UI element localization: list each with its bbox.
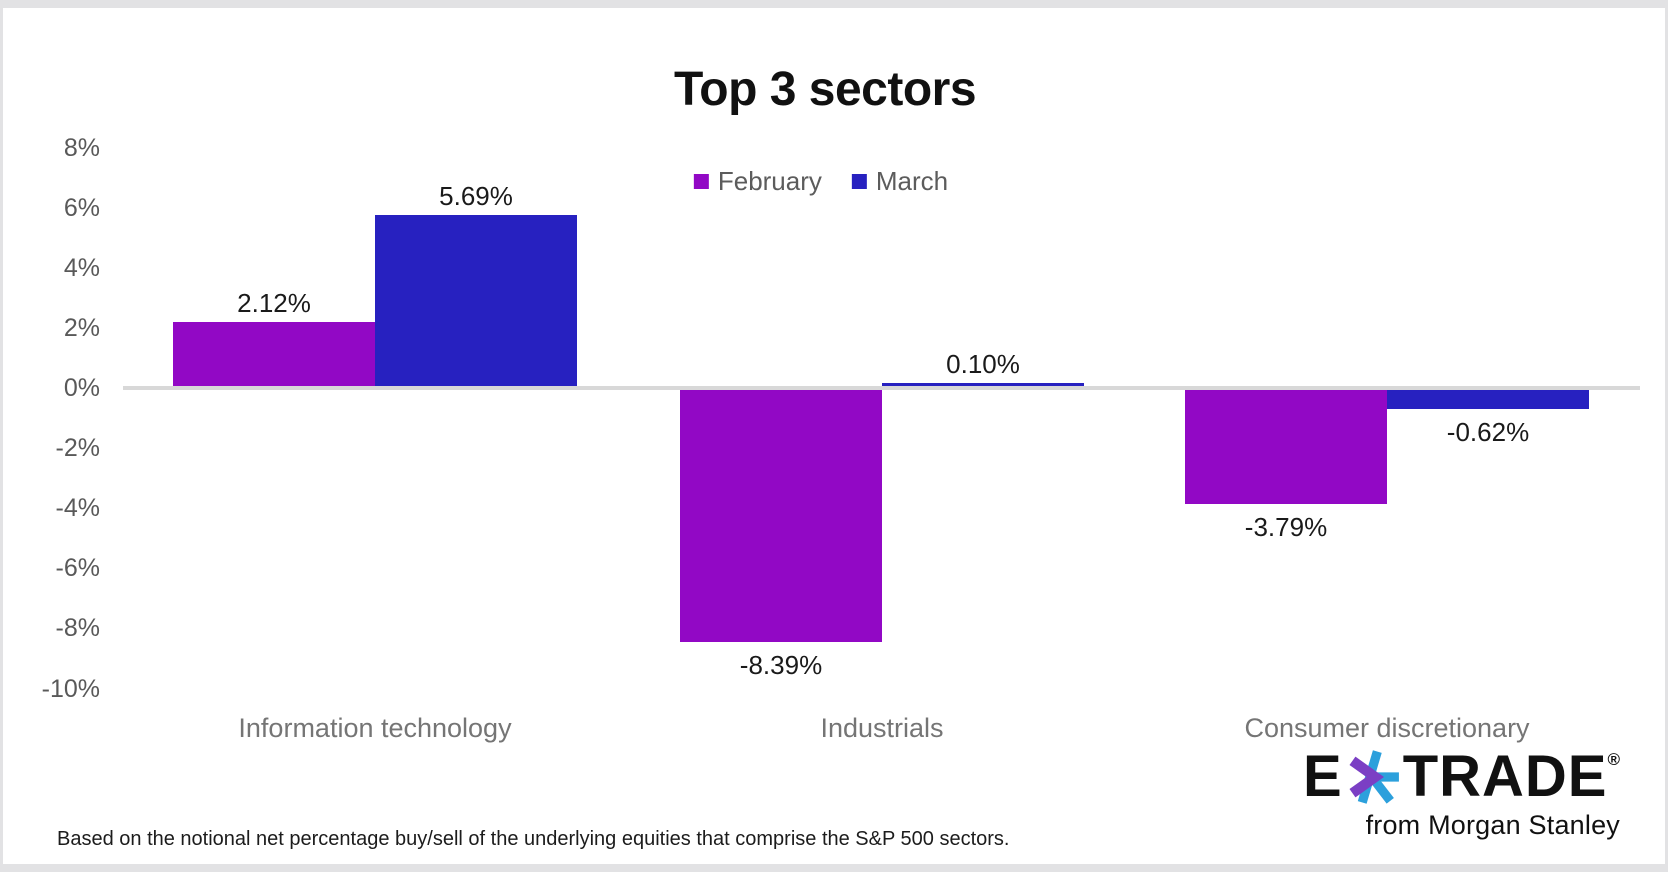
- bar-march-3: [1387, 390, 1589, 409]
- data-label-march-2: 0.10%: [946, 348, 1020, 379]
- chart-footnote: Based on the notional net percentage buy…: [57, 828, 1010, 850]
- brand-block: E TRADE ® from Morgan Stanley: [1303, 748, 1620, 841]
- y-axis-tick-8%: 8%: [63, 133, 100, 162]
- bar-february-2: [680, 390, 882, 643]
- data-label-march-3: -0.62%: [1446, 416, 1530, 447]
- logo-letter-e: E: [1303, 744, 1343, 809]
- y-axis-tick-0%: 0%: [63, 374, 100, 402]
- legend-label-march: March: [875, 166, 949, 196]
- data-label-february-3: -3.79%: [1244, 511, 1328, 542]
- legend-swatch-february: [693, 174, 709, 189]
- x-axis-category-3: Consumer discretionary: [1244, 713, 1530, 743]
- brand-tagline: from Morgan Stanley: [1365, 810, 1620, 840]
- legend-swatch-march: [851, 174, 867, 189]
- data-label-february-2: -8.39%: [739, 650, 823, 681]
- page-border-top: [0, 0, 1668, 8]
- bar-february-3: [1185, 390, 1387, 504]
- y-axis-tick--8%: -8%: [55, 614, 100, 643]
- chart-legend: February March: [693, 166, 949, 197]
- y-axis-tick--4%: -4%: [55, 494, 100, 523]
- y-axis-tick-4%: 4%: [63, 253, 100, 282]
- etrade-asterisk-icon: [1349, 750, 1399, 804]
- legend-item-february: February: [693, 166, 822, 197]
- page-border-left: [0, 0, 3, 872]
- y-axis-tick--10%: -10%: [41, 674, 100, 703]
- x-axis-category-1: Information technology: [238, 713, 512, 743]
- bar-february-1: [173, 322, 375, 386]
- bar-march-2: [882, 382, 1084, 386]
- legend-label-february: February: [717, 166, 822, 196]
- page-border-right: [1665, 0, 1668, 872]
- chart-title: Top 3 sectors: [673, 63, 977, 116]
- y-axis-tick-6%: 6%: [63, 193, 100, 222]
- y-axis-tick--6%: -6%: [55, 554, 100, 583]
- registered-mark: ®: [1607, 750, 1620, 769]
- bar-march-1: [375, 215, 577, 386]
- legend-item-march: March: [851, 166, 949, 197]
- x-axis-category-2: Industrials: [820, 713, 944, 743]
- page-border-bottom: [0, 864, 1668, 872]
- y-axis-tick--2%: -2%: [55, 434, 100, 463]
- etrade-logo: E TRADE ®: [1303, 748, 1620, 806]
- data-label-february-1: 2.12%: [237, 288, 311, 319]
- logo-word-trade: TRADE: [1402, 744, 1608, 809]
- y-axis-tick-2%: 2%: [63, 313, 100, 342]
- data-label-march-1: 5.69%: [439, 181, 513, 211]
- x-axis-zero-line: [123, 386, 1640, 390]
